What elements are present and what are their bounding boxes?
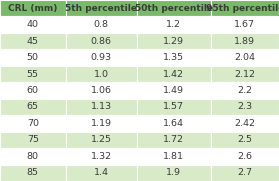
Text: 1.0: 1.0 [94, 70, 109, 79]
Bar [137, 165, 211, 181]
Text: CRL (mm): CRL (mm) [8, 4, 57, 13]
Bar [211, 16, 279, 33]
Text: 65: 65 [27, 102, 39, 111]
Text: 1.81: 1.81 [163, 152, 184, 161]
Text: 2.6: 2.6 [237, 152, 252, 161]
Bar [211, 0, 279, 16]
Bar [66, 33, 137, 49]
Text: 1.64: 1.64 [163, 119, 184, 128]
Bar [137, 49, 211, 66]
Bar [211, 132, 279, 148]
Text: 2.3: 2.3 [237, 102, 252, 111]
Text: 2.12: 2.12 [234, 70, 255, 79]
Bar [137, 99, 211, 115]
Bar [211, 82, 279, 99]
Bar [137, 148, 211, 165]
Text: 75: 75 [27, 135, 39, 144]
Text: 50th percentile: 50th percentile [134, 4, 213, 13]
Text: 1.32: 1.32 [91, 152, 112, 161]
Text: 1.25: 1.25 [91, 135, 112, 144]
Text: 1.9: 1.9 [166, 168, 181, 177]
Text: 70: 70 [27, 119, 39, 128]
Text: 1.35: 1.35 [163, 53, 184, 62]
Bar [66, 99, 137, 115]
Text: 1.89: 1.89 [234, 37, 255, 46]
Text: 1.29: 1.29 [163, 37, 184, 46]
Bar [211, 148, 279, 165]
Bar [0, 66, 66, 82]
Bar [211, 115, 279, 132]
Text: 1.13: 1.13 [91, 102, 112, 111]
Bar [66, 148, 137, 165]
Bar [137, 33, 211, 49]
Bar [0, 148, 66, 165]
Bar [137, 0, 211, 16]
Text: 95th percentile: 95th percentile [206, 4, 279, 13]
Text: 1.57: 1.57 [163, 102, 184, 111]
Text: 1.19: 1.19 [91, 119, 112, 128]
Text: 0.8: 0.8 [94, 20, 109, 29]
Bar [211, 66, 279, 82]
Text: 80: 80 [27, 152, 39, 161]
Bar [0, 165, 66, 181]
Text: 1.4: 1.4 [94, 168, 109, 177]
Bar [137, 132, 211, 148]
Text: 0.86: 0.86 [91, 37, 112, 46]
Text: 1.06: 1.06 [91, 86, 112, 95]
Bar [66, 16, 137, 33]
Bar [137, 66, 211, 82]
Bar [137, 82, 211, 99]
Bar [137, 115, 211, 132]
Text: 0.93: 0.93 [91, 53, 112, 62]
Bar [0, 82, 66, 99]
Bar [0, 16, 66, 33]
Text: 1.2: 1.2 [166, 20, 181, 29]
Text: 45: 45 [27, 37, 39, 46]
Text: 1.49: 1.49 [163, 86, 184, 95]
Text: 5th percentile: 5th percentile [65, 4, 137, 13]
Bar [66, 82, 137, 99]
Bar [0, 0, 66, 16]
Bar [137, 16, 211, 33]
Bar [0, 115, 66, 132]
Text: 1.67: 1.67 [234, 20, 255, 29]
Bar [66, 165, 137, 181]
Bar [66, 132, 137, 148]
Text: 2.7: 2.7 [237, 168, 252, 177]
Text: 2.5: 2.5 [237, 135, 252, 144]
Text: 2.04: 2.04 [234, 53, 255, 62]
Text: 50: 50 [27, 53, 39, 62]
Bar [0, 33, 66, 49]
Bar [66, 49, 137, 66]
Text: 1.72: 1.72 [163, 135, 184, 144]
Text: 60: 60 [27, 86, 39, 95]
Text: 1.42: 1.42 [163, 70, 184, 79]
Bar [66, 0, 137, 16]
Text: 40: 40 [27, 20, 39, 29]
Text: 2.42: 2.42 [234, 119, 255, 128]
Bar [66, 115, 137, 132]
Text: 55: 55 [27, 70, 39, 79]
Bar [0, 49, 66, 66]
Bar [211, 99, 279, 115]
Bar [211, 165, 279, 181]
Text: 2.2: 2.2 [237, 86, 252, 95]
Bar [0, 132, 66, 148]
Bar [0, 99, 66, 115]
Bar [211, 33, 279, 49]
Text: 85: 85 [27, 168, 39, 177]
Bar [66, 66, 137, 82]
Bar [211, 49, 279, 66]
